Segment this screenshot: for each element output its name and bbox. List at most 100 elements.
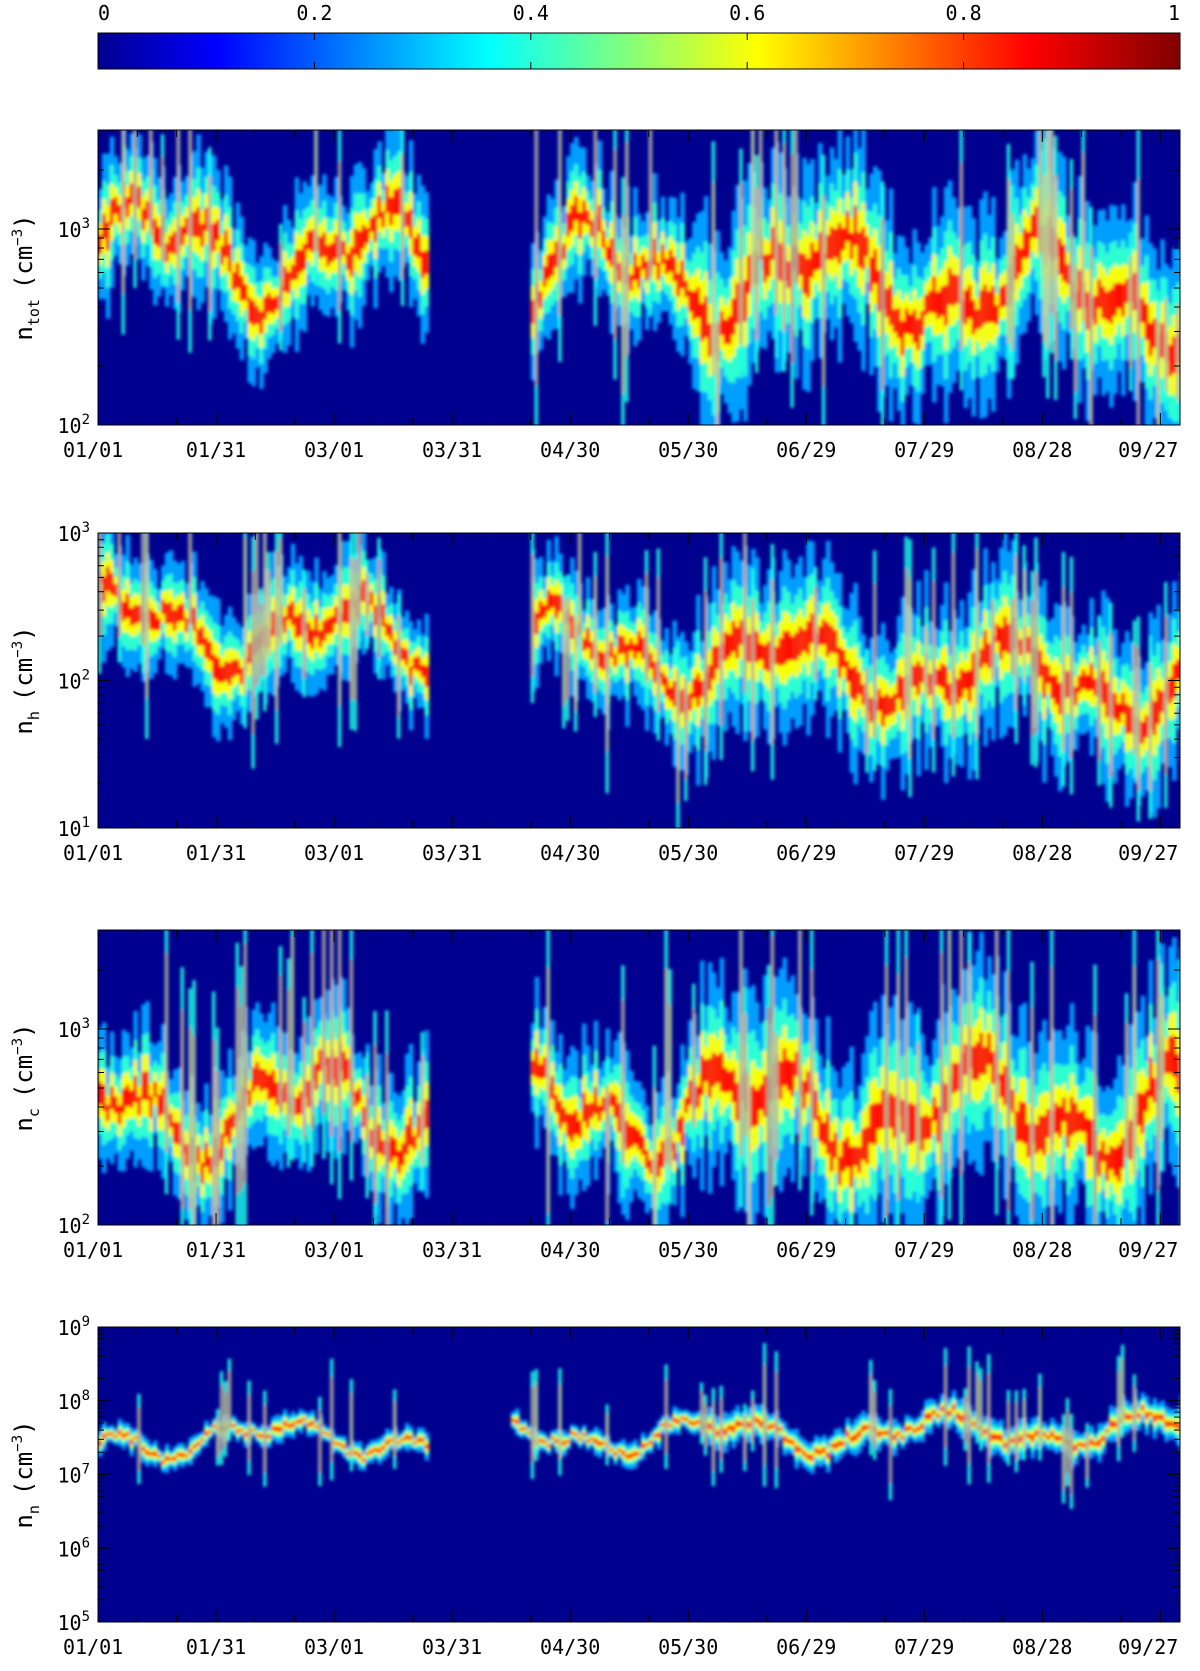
heatmap-cell (731, 1069, 736, 1103)
heatmap-cell (369, 591, 375, 605)
heatmap-spike-core (161, 156, 164, 263)
heatmap-cell (570, 1431, 575, 1435)
heatmap-spike-core (814, 586, 817, 681)
heatmap-cell (420, 664, 426, 678)
heatmap-spike-core (1157, 959, 1159, 1192)
heatmap-cell (766, 641, 772, 672)
y-axis-label: nc(cm−3) (10, 1023, 43, 1131)
axes-frame (97, 929, 1181, 1226)
heatmap-cell (223, 1119, 229, 1137)
heatmap-cell (570, 615, 575, 640)
heatmap-cell (275, 1082, 280, 1106)
heatmap-cell (660, 672, 666, 686)
heatmap-cell (160, 1460, 166, 1464)
heatmap-cell (1136, 1092, 1142, 1126)
heatmap-cell (133, 1436, 138, 1440)
heatmap-cell (892, 693, 898, 713)
heatmap-cell (1077, 1442, 1083, 1447)
heatmap-cell (145, 1450, 150, 1456)
x-tick-label: 08/28 (1012, 841, 1072, 865)
heatmap-cell (715, 645, 721, 670)
heatmap-spike-core (142, 533, 144, 646)
heatmap-cell (880, 1431, 886, 1435)
heatmap-cell (790, 1440, 796, 1445)
heatmap-spike-core (323, 930, 325, 1114)
heatmap-cell (204, 1142, 209, 1167)
heatmap-cell (581, 1092, 587, 1122)
heatmap-cell (318, 1049, 323, 1072)
heatmap-cell (621, 1450, 626, 1456)
heatmap-cell (833, 1442, 839, 1449)
heatmap-cell (105, 566, 111, 592)
heatmap-cell (853, 1434, 858, 1441)
heatmap-cell (699, 303, 705, 342)
heatmap-cell (613, 1094, 618, 1118)
heatmap-cell (361, 1106, 367, 1128)
heatmap-cell (1172, 1035, 1177, 1077)
heatmap-cell (251, 300, 256, 326)
heatmap-cell (550, 253, 555, 276)
heatmap-cell (1180, 239, 1185, 470)
heatmap-cell (1034, 1124, 1039, 1154)
heatmap-cell (129, 183, 134, 205)
heatmap-spike-core (244, 943, 246, 1183)
heatmap-cell (688, 290, 693, 312)
heatmap-cell (1089, 1439, 1095, 1445)
heatmap-spike-core (1070, 592, 1073, 759)
heatmap-spike-core (118, 533, 121, 637)
heatmap-cell (727, 315, 733, 345)
heatmap-cell (1026, 1123, 1032, 1158)
heatmap-cell (369, 1129, 375, 1148)
heatmap-cell (652, 661, 658, 683)
heatmap-spike-core (193, 1035, 195, 1225)
heatmap-spike-core (873, 583, 876, 738)
heatmap-spike-core (968, 1367, 970, 1464)
heatmap-cell (770, 1423, 776, 1429)
heatmap-cell (345, 1058, 351, 1080)
heatmap-cell (1120, 1138, 1126, 1169)
x-tick-label: 03/31 (422, 1635, 482, 1659)
heatmap-spike-core (1007, 1401, 1010, 1455)
heatmap-spike-core (665, 968, 667, 1163)
heatmap-field (98, 533, 1180, 828)
heatmap-cell (227, 662, 233, 685)
heatmap-spike-core (665, 1380, 667, 1454)
heatmap-cell (255, 1433, 260, 1437)
heatmap-cell (707, 323, 713, 357)
heatmap-cell (672, 1417, 677, 1423)
heatmap-spike-core (716, 321, 719, 425)
heatmap-cell (574, 1433, 579, 1437)
heatmap-cell (526, 1431, 532, 1435)
heatmap-cell (168, 602, 174, 624)
heatmap-cell (1097, 1439, 1102, 1447)
heatmap-spike-core (822, 195, 825, 387)
heatmap-cell (538, 1438, 544, 1443)
heatmap-cell (1128, 1414, 1134, 1420)
heatmap-spike-core (594, 576, 597, 693)
heatmap-cell (912, 665, 917, 687)
x-tick-label: 06/29 (776, 438, 836, 462)
heatmap-spike-core (531, 1387, 534, 1463)
heatmap-spike-core (795, 130, 797, 283)
colorbar-tick-label: 0.8 (946, 1, 982, 25)
heatmap-cell (629, 1453, 634, 1459)
x-tick-label: 07/29 (894, 438, 954, 462)
heatmap-cell (609, 641, 615, 658)
heatmap-cell (648, 1440, 654, 1445)
heatmap-cell (629, 638, 634, 652)
heatmap-cell (1073, 1444, 1079, 1451)
heatmap-cell (105, 221, 111, 251)
heatmap-cell (326, 1433, 331, 1436)
heatmap-cell (357, 1453, 363, 1459)
heatmap-cell (1128, 1120, 1134, 1160)
heatmap-spike-core (594, 130, 597, 280)
heatmap-cell (609, 1448, 615, 1452)
heatmap-cell (692, 1421, 697, 1426)
heatmap-cell (841, 1140, 847, 1172)
heatmap-cell (900, 320, 906, 356)
heatmap-spike-core (1165, 615, 1167, 775)
heatmap-spike-core (1176, 303, 1179, 402)
heatmap-cell (676, 1118, 681, 1134)
heatmap-cell (936, 291, 941, 319)
heatmap-cell (1164, 1420, 1169, 1428)
